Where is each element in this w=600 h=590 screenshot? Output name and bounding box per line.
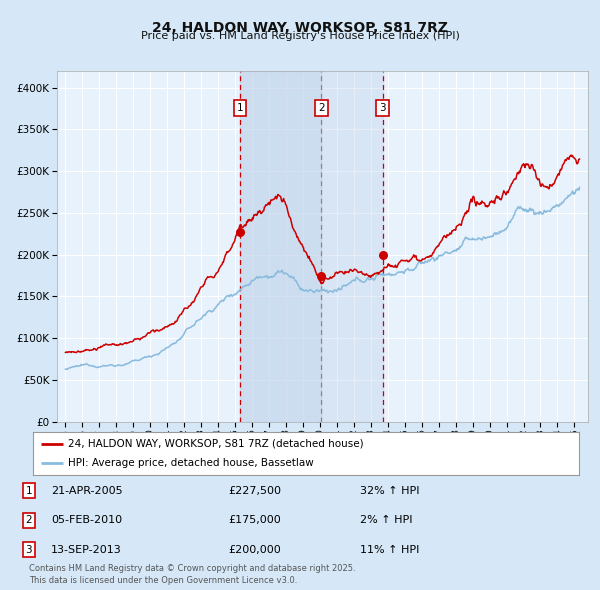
Text: £175,000: £175,000 (228, 516, 281, 525)
Text: £200,000: £200,000 (228, 545, 281, 555)
Text: 3: 3 (379, 103, 386, 113)
Text: 2: 2 (25, 516, 32, 525)
Text: 2% ↑ HPI: 2% ↑ HPI (360, 516, 413, 525)
Text: 24, HALDON WAY, WORKSOP, S81 7RZ (detached house): 24, HALDON WAY, WORKSOP, S81 7RZ (detach… (68, 439, 364, 449)
Text: 3: 3 (25, 545, 32, 555)
Text: 21-APR-2005: 21-APR-2005 (51, 486, 122, 496)
Text: 24, HALDON WAY, WORKSOP, S81 7RZ: 24, HALDON WAY, WORKSOP, S81 7RZ (152, 21, 448, 35)
Text: 11% ↑ HPI: 11% ↑ HPI (360, 545, 419, 555)
Text: Contains HM Land Registry data © Crown copyright and database right 2025.
This d: Contains HM Land Registry data © Crown c… (29, 565, 355, 585)
Text: Price paid vs. HM Land Registry's House Price Index (HPI): Price paid vs. HM Land Registry's House … (140, 31, 460, 41)
Text: 2: 2 (318, 103, 325, 113)
Bar (240, 71, 322, 422)
Bar (322, 71, 383, 422)
Text: 05-FEB-2010: 05-FEB-2010 (51, 516, 122, 525)
Text: 13-SEP-2013: 13-SEP-2013 (51, 545, 122, 555)
Text: 1: 1 (25, 486, 32, 496)
Text: 1: 1 (237, 103, 244, 113)
Text: £227,500: £227,500 (228, 486, 281, 496)
Text: HPI: Average price, detached house, Bassetlaw: HPI: Average price, detached house, Bass… (68, 458, 314, 468)
Text: 32% ↑ HPI: 32% ↑ HPI (360, 486, 419, 496)
